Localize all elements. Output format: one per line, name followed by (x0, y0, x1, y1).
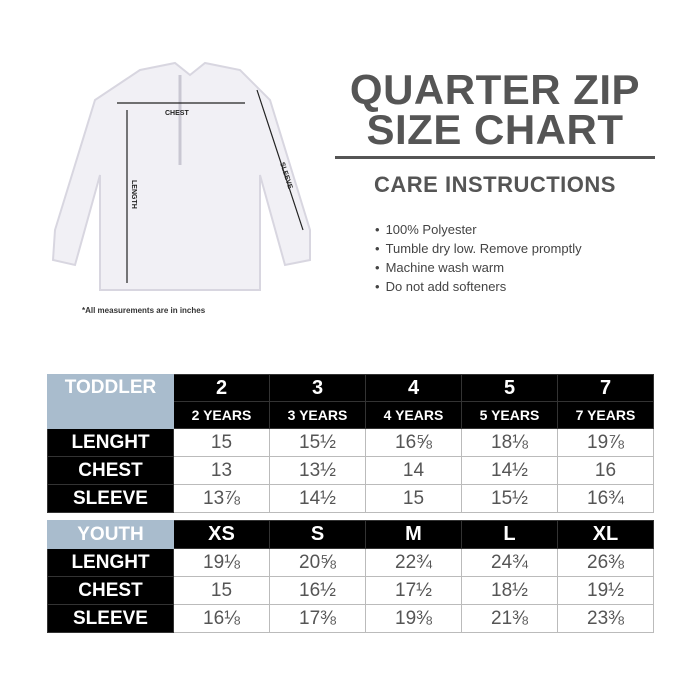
measurement-cell: 16⅝ (365, 428, 462, 457)
measurement-cell: 14½ (461, 456, 558, 485)
measurement-row: LENGHT 19⅛ 20⅝ 22¾ 24¾ 26⅜ (47, 548, 654, 577)
measurement-cell: 17⅜ (269, 604, 366, 633)
row-label: SLEEVE (47, 484, 174, 513)
measurement-cell: 15½ (269, 428, 366, 457)
size-header: 5 (461, 374, 558, 402)
title-divider (335, 156, 655, 159)
row-label: CHEST (47, 456, 174, 485)
measurement-note: *All measurements are in inches (82, 306, 206, 315)
size-header: XL (557, 520, 654, 549)
row-label: CHEST (47, 576, 174, 605)
title-line-2: SIZE CHART (366, 106, 624, 153)
measurement-cell: 18½ (461, 576, 558, 605)
age-header: 4 YEARS (365, 401, 462, 429)
toddler-size-table: TODDLER 2 3 4 5 7 2 YEARS 3 YEARS 4 YEAR… (47, 374, 654, 513)
measurement-cell: 14 (365, 456, 462, 485)
youth-size-table: YOUTH XS S M L XL LENGHT 19⅛ 20⅝ 22¾ 24¾ 26⅜ C… (47, 520, 654, 633)
measurement-cell: 13½ (269, 456, 366, 485)
age-header: 3 YEARS (269, 401, 366, 429)
measurement-cell: 16 (557, 456, 654, 485)
sleeve-arrow (256, 89, 304, 231)
chest-label: CHEST (165, 110, 189, 117)
measurement-cell: 21⅜ (461, 604, 558, 633)
measurement-cell: 13⅞ (173, 484, 270, 513)
measurement-cell: 22¾ (365, 548, 462, 577)
care-item: Do not add softeners (375, 277, 582, 296)
measurement-cell: 16⅛ (173, 604, 270, 633)
measurement-cell: 24¾ (461, 548, 558, 577)
row-label: LENGHT (47, 428, 174, 457)
group-label: YOUTH (47, 520, 174, 549)
measurement-row: CHEST 13 13½ 14 14½ 16 (47, 456, 654, 485)
measurement-cell: 14½ (269, 484, 366, 513)
size-header: S (269, 520, 366, 549)
measurement-cell: 26⅜ (557, 548, 654, 577)
measurement-cell: 16½ (269, 576, 366, 605)
group-label: TODDLER (47, 374, 174, 402)
measurement-cell: 13 (173, 456, 270, 485)
age-header: 5 YEARS (461, 401, 558, 429)
title-line-1: QUARTER ZIP (349, 66, 641, 113)
measurement-row: SLEEVE 13⅞ 14½ 15 15½ 16¾ (47, 484, 654, 513)
measurement-cell: 15 (173, 428, 270, 457)
age-header: 7 YEARS (557, 401, 654, 429)
size-header: XS (173, 520, 270, 549)
measurement-cell: 15 (173, 576, 270, 605)
care-item: Tumble dry low. Remove promptly (375, 239, 582, 258)
measurement-cell: 15 (365, 484, 462, 513)
size-header: M (365, 520, 462, 549)
care-list: 100% Polyester Tumble dry low. Remove pr… (375, 220, 582, 296)
measurement-cell: 17½ (365, 576, 462, 605)
size-header: 7 (557, 374, 654, 402)
quarter-zip-shirt-diagram: CHEST LENGTH SLEEVE (51, 61, 311, 291)
care-heading: CARE INSTRUCTIONS (374, 172, 616, 197)
size-header: 3 (269, 374, 366, 402)
measurement-cell: 19⅛ (173, 548, 270, 577)
measurement-cell: 23⅜ (557, 604, 654, 633)
measurement-row: SLEEVE 16⅛ 17⅜ 19⅜ 21⅜ 23⅜ (47, 604, 654, 633)
measurement-cell: 20⅝ (269, 548, 366, 577)
measurement-cell: 18⅛ (461, 428, 558, 457)
row-label: SLEEVE (47, 604, 174, 633)
measurement-cell: 19⅜ (365, 604, 462, 633)
row-label: LENGHT (47, 548, 174, 577)
size-header: 2 (173, 374, 270, 402)
measurement-cell: 16¾ (557, 484, 654, 513)
age-header: 2 YEARS (173, 401, 270, 429)
size-header: 4 (365, 374, 462, 402)
care-item: 100% Polyester (375, 220, 582, 239)
measurement-cell: 15½ (461, 484, 558, 513)
shirt-body (51, 61, 311, 291)
care-item: Machine wash warm (375, 258, 582, 277)
measurement-row: CHEST 15 16½ 17½ 18½ 19½ (47, 576, 654, 605)
size-header: L (461, 520, 558, 549)
length-label: LENGTH (130, 180, 137, 209)
measurement-cell: 19½ (557, 576, 654, 605)
measurement-cell: 19⅞ (557, 428, 654, 457)
measurement-row: LENGHT 15 15½ 16⅝ 18⅛ 19⅞ (47, 428, 654, 457)
group-label-blank (47, 401, 174, 429)
